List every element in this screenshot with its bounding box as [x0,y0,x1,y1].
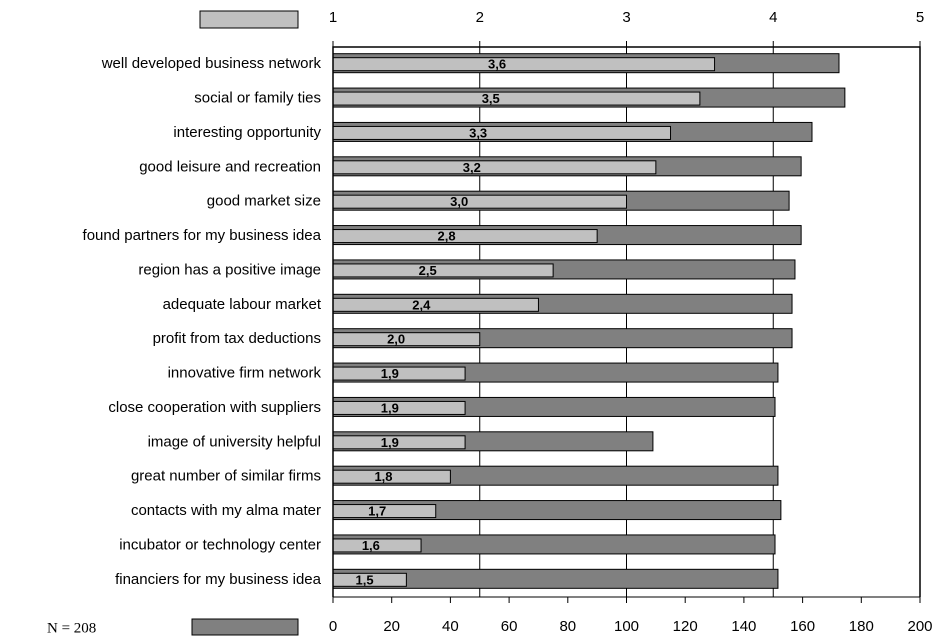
bar [332,400,466,415]
x2-tick-label: 5 [916,9,924,26]
x2-tick-label: 3 [622,9,630,26]
y-tick-label: image of university helpful [148,433,321,450]
y-tick-label: profit from tax deductions [153,330,321,347]
x-tick-label: 100 [614,618,639,635]
bar [332,91,701,106]
x2-tick-label: 4 [769,9,777,26]
value-label: 1,7 [368,504,386,519]
bar [332,125,672,140]
value-label: 3,3 [469,125,487,140]
y-tick-label: innovative firm network [168,365,322,382]
y-tick-label: close cooperation with suppliers [108,399,321,416]
x-tick-label: 0 [329,618,337,635]
bar [332,366,466,381]
bar [332,435,466,450]
y-tick-label: great number of similar firms [131,468,321,485]
value-label: 3,0 [450,194,468,209]
x-tick-label: 200 [907,618,932,635]
value-label: 1,9 [381,400,399,415]
y-tick-label: social or family ties [194,90,321,107]
value-label: 3,2 [463,160,481,175]
value-label: 2,8 [438,229,456,244]
value-label: 1,8 [374,469,392,484]
x2-tick-label: 1 [329,9,337,26]
value-label: 1,9 [381,435,399,450]
y-tick-label: interesting opportunity [173,124,321,141]
plot-frame [332,46,921,597]
x-tick-label: 40 [442,618,459,635]
x-tick-label: 120 [673,618,698,635]
bar [332,297,539,312]
bar [332,263,554,278]
y-tick-label: incubator or technology center [119,536,321,553]
value-label: 1,9 [381,366,399,381]
bar [332,194,627,209]
y-tick-label: good market size [207,193,321,210]
value-label: 2,4 [412,297,431,312]
y-tick-label: contacts with my alma mater [131,502,321,519]
value-label: 3,6 [488,57,506,72]
y-tick-label: financiers for my business idea [115,571,322,588]
x-tick-label: 140 [731,618,756,635]
value-label: 3,5 [482,91,500,106]
bar [332,160,657,175]
x-tick-label: 180 [849,618,874,635]
x-tick-label: 60 [501,618,518,635]
x-tick-label: 20 [383,618,400,635]
x2-tick-label: 2 [476,9,484,26]
annotation: N = 208 [47,620,96,636]
value-label: 2,5 [419,263,437,278]
bar [332,57,716,72]
bar [332,332,481,347]
value-label: 1,5 [356,572,374,587]
value-label: 2,0 [387,332,405,347]
legend-swatch [191,618,299,636]
x-tick-label: 160 [790,618,815,635]
value-label: 1,6 [362,538,380,553]
y-tick-label: well developed business network [101,55,322,72]
y-tick-label: region has a positive image [138,261,321,278]
y-tick-label: adequate labour market [163,296,322,313]
y-tick-label: good leisure and recreation [139,158,321,175]
x-tick-label: 80 [559,618,576,635]
y-tick-label: found partners for my business idea [83,227,322,244]
legend-swatch [199,10,299,29]
bar [332,229,598,244]
